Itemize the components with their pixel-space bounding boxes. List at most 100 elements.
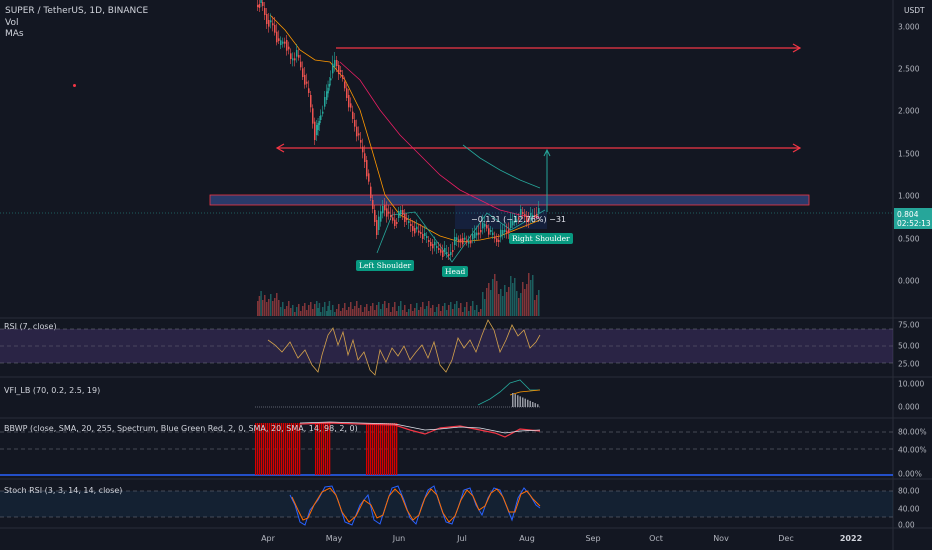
head-label[interactable]: Head: [442, 266, 469, 277]
vfi-title[interactable]: VFI_LB (70, 0.2, 2.5, 19): [4, 386, 101, 395]
volume-bar: [474, 310, 476, 316]
stoch-tick: 80.00: [898, 486, 920, 496]
volume-bar: [442, 306, 444, 316]
rsi-line: [267, 319, 541, 376]
candle-body: [420, 232, 422, 234]
rsi-title[interactable]: RSI (7, close): [4, 322, 57, 331]
candle-body: [288, 46, 290, 50]
price-tick: 3.000: [898, 22, 920, 32]
price-tick: 0.000: [898, 276, 920, 286]
bbwp-bar: [380, 423, 382, 475]
candle-body: [450, 252, 452, 255]
candle-body: [490, 230, 492, 232]
volume-bar: [348, 307, 350, 316]
candle-body: [346, 88, 348, 98]
vfi-hist-bar: [512, 393, 514, 407]
bbwp-bar: [370, 423, 372, 475]
candle-body: [512, 220, 514, 226]
volume-bar: [342, 308, 344, 316]
volume-bar: [394, 302, 396, 316]
candle-body: [338, 65, 340, 74]
candle-body: [378, 216, 380, 230]
candle-body: [488, 228, 490, 235]
candle-body: [444, 248, 446, 252]
candle-body: [536, 214, 538, 217]
candle-body: [314, 121, 316, 140]
volume-bar: [292, 305, 294, 316]
symbol-title[interactable]: SUPER / TetherUS, 1D, BINANCE: [5, 6, 149, 16]
bbwp-bar: [279, 423, 281, 475]
candle-body: [388, 211, 390, 214]
candle-body: [302, 68, 304, 77]
volume-bar: [334, 312, 336, 316]
volume-bar: [370, 306, 372, 316]
measure-label: −0.131 (−12.76%) −31: [471, 215, 567, 224]
right-shoulder-label[interactable]: Right Shoulder: [509, 233, 573, 244]
target-arrow-top[interactable]: [336, 43, 802, 53]
volume-bar: [518, 298, 520, 316]
candle-body: [460, 238, 462, 242]
candle-body: [300, 61, 302, 68]
bbwp-bar: [261, 423, 263, 475]
volume-bar: [284, 309, 286, 316]
candle-body: [400, 210, 402, 214]
volume-bar: [532, 275, 534, 316]
volume-bar: [438, 304, 440, 316]
volume-bar: [538, 290, 540, 316]
candle-body: [360, 140, 362, 143]
bbwp-bar: [293, 423, 295, 475]
volume-bar: [412, 311, 414, 316]
volume-bar: [274, 298, 276, 316]
vol-indicator-label[interactable]: Vol: [5, 18, 19, 28]
stoch-band: [0, 491, 893, 517]
candle-body: [476, 232, 478, 236]
volume-bar: [502, 296, 504, 316]
bbwp-bar: [372, 423, 374, 475]
volume-bar: [308, 305, 310, 316]
bbwp-bar: [374, 423, 376, 475]
target-arrow-mid[interactable]: [275, 143, 802, 153]
volume-bar: [312, 309, 314, 316]
volume-bar: [330, 310, 332, 316]
resistance-zone[interactable]: [209, 194, 810, 206]
candle-body: [442, 250, 444, 257]
bbwp-bar: [366, 423, 368, 475]
volume-bar: [278, 300, 280, 316]
volume-bar: [450, 302, 452, 316]
candle-body: [474, 232, 476, 238]
candle-body: [304, 75, 306, 85]
candle-body: [390, 215, 392, 217]
bbwp-title[interactable]: BBWP (close, SMA, 20, 255, Spectrum, Blu…: [4, 424, 358, 433]
candle-body: [322, 111, 324, 114]
volume-bar: [306, 310, 308, 316]
candle-body: [514, 221, 516, 223]
volume-bar: [332, 305, 334, 316]
stoch-title[interactable]: Stoch RSI (3, 3, 14, 14, close): [4, 486, 123, 495]
price-tick: 1.000: [898, 191, 920, 201]
mas-indicator-label[interactable]: MAs: [5, 29, 24, 39]
candle-body: [422, 234, 424, 239]
volume-bar: [384, 301, 386, 316]
volume-bar: [512, 283, 514, 316]
candle-body: [480, 230, 482, 233]
candle-body: [438, 248, 440, 250]
bbwp-bar: [273, 423, 275, 475]
volume-bar: [294, 312, 296, 316]
volume-bar: [458, 308, 460, 316]
candle-body: [504, 229, 506, 232]
volume-bar: [462, 312, 464, 316]
volume-bar: [328, 301, 331, 316]
candle-body: [386, 208, 388, 217]
volume-bar: [270, 294, 272, 316]
volume-bar: [484, 299, 486, 316]
head-shoulders-pattern[interactable]: [376, 209, 546, 263]
volume-bar: [318, 303, 321, 316]
candle-body: [468, 241, 470, 244]
candle-body: [522, 212, 524, 214]
volume-bar: [446, 310, 448, 316]
left-shoulder-label[interactable]: Left Shoulder: [356, 260, 415, 271]
candle-body: [484, 224, 486, 227]
vfi-signal-line: [509, 389, 541, 396]
